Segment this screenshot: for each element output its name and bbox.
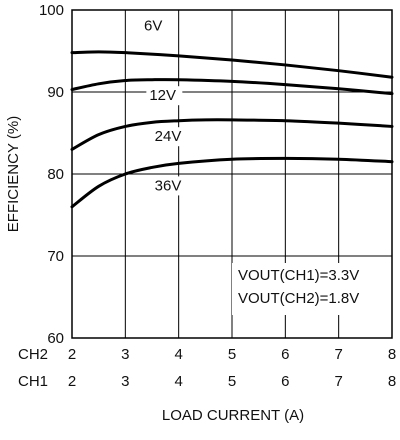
x-tick-label-ch2: 8 [388, 346, 396, 363]
series-label-12v: 12V [149, 87, 176, 104]
y-tick-label: 90 [47, 84, 64, 101]
series-label-6v: 6V [144, 18, 162, 35]
x-tick-label-ch1: 2 [68, 373, 76, 390]
x-tick-label-ch1: 5 [228, 373, 236, 390]
y-tick-labels: 60 70 80 90 100 [39, 2, 64, 347]
series-label-bg [151, 127, 188, 147]
series-label-bg [151, 176, 188, 196]
annotation-vout-ch1: VOUT(CH1)=3.3V [238, 267, 359, 284]
annotation-vout-ch2: VOUT(CH2)=1.8V [238, 290, 359, 307]
x-axis-label: LOAD CURRENT (A) [162, 407, 304, 424]
plot-frame [71, 9, 393, 339]
series-label-bg [141, 16, 177, 36]
series-lines [70, 50, 394, 209]
x-tick-label-ch2: 3 [121, 346, 129, 363]
x-tick-label-ch2: 5 [228, 346, 236, 363]
annotation-box: VOUT(CH1)=3.3V VOUT(CH2)=1.8V [232, 263, 388, 315]
series-line-6v [70, 50, 394, 79]
series-labels: 6V 12V 24V 36V [141, 16, 188, 196]
x-tick-label-ch1: 3 [121, 373, 129, 390]
y-tick-label: 100 [39, 2, 64, 19]
series-line-36v [70, 156, 394, 209]
x-tick-rows: CH2 2 3 4 5 6 7 8 CH1 2 3 4 5 6 7 8 [18, 346, 396, 390]
y-tick-label: 70 [47, 248, 64, 265]
series-label-36v: 36V [155, 177, 182, 194]
x-tick-label-ch1: 4 [174, 373, 182, 390]
series-line-24v [70, 118, 394, 151]
y-tick-label: 60 [47, 330, 64, 347]
x-row-label-ch1: CH1 [18, 373, 48, 390]
x-row-label-ch2: CH2 [18, 346, 48, 363]
series-label-24v: 24V [155, 128, 182, 145]
series-line-12v [70, 78, 394, 96]
x-tick-label-ch2: 2 [68, 346, 76, 363]
y-axis-label: EFFICIENCY (%) [5, 116, 22, 232]
x-tick-label-ch1: 6 [281, 373, 289, 390]
series-label-bg [146, 86, 183, 106]
x-tick-label-ch1: 7 [334, 373, 342, 390]
y-tick-label: 80 [47, 166, 64, 183]
x-tick-label-ch2: 7 [334, 346, 342, 363]
x-tick-label-ch2: 6 [281, 346, 289, 363]
x-tick-label-ch2: 4 [174, 346, 182, 363]
x-tick-label-ch1: 8 [388, 373, 396, 390]
